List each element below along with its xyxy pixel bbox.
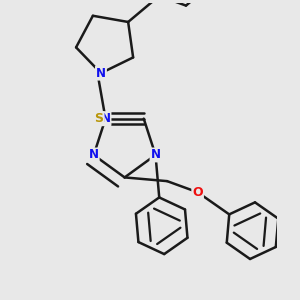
Text: N: N xyxy=(100,112,110,125)
Text: N: N xyxy=(96,67,106,80)
Text: N: N xyxy=(151,148,160,161)
Text: O: O xyxy=(192,186,203,199)
Text: N: N xyxy=(89,148,99,161)
Text: S: S xyxy=(94,112,103,125)
